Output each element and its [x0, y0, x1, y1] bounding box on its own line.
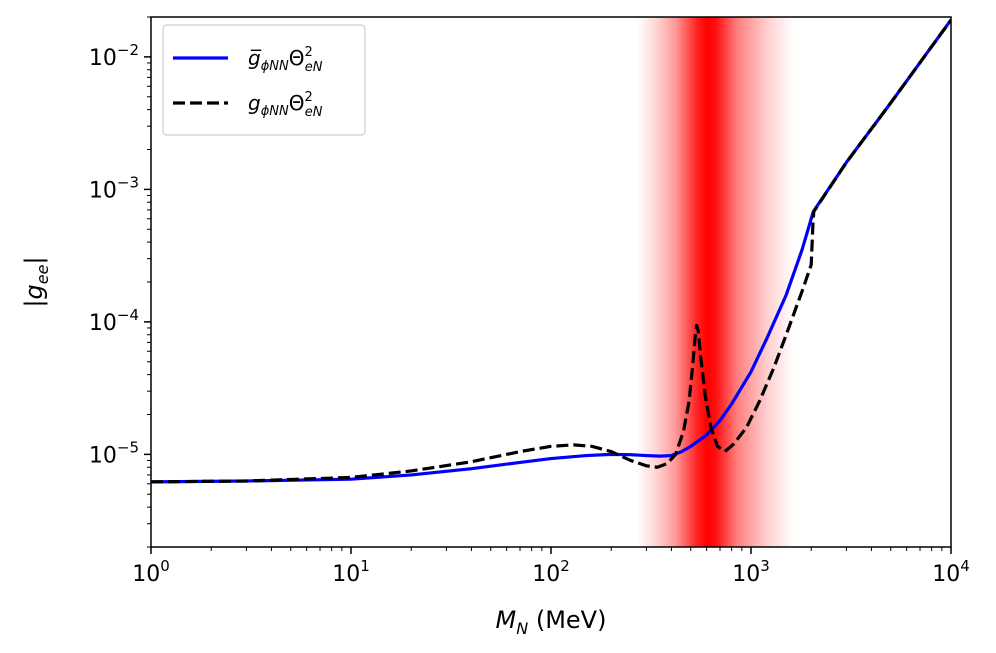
- series-line-2: [151, 19, 951, 484]
- x-tick-label: 101: [332, 557, 370, 587]
- y-axis-ticks: 10−5 10−4 10−3 10−2: [89, 16, 151, 548]
- series-layer: [151, 19, 951, 484]
- legend-label-2: gϕNNΘ2 eN: [248, 90, 323, 120]
- y-tick-label: 10−3: [89, 173, 139, 203]
- legend-box: [162, 24, 366, 136]
- y-axis-label: |gee|: [20, 256, 52, 307]
- legend-label-1: g̅ϕNNΘ2 eN: [248, 45, 323, 75]
- y-tick-label: 10−5: [89, 438, 139, 468]
- x-tick-label: 104: [932, 557, 970, 587]
- x-tick-label: 100: [132, 557, 170, 587]
- y-tick-label: 10−2: [89, 41, 139, 71]
- band-rect: [637, 17, 795, 547]
- x-tick-label: 102: [532, 557, 570, 587]
- x-tick-label: 103: [732, 557, 770, 587]
- y-tick-label: 10−4: [89, 306, 139, 336]
- x-axis-label: MN (MeV): [496, 606, 607, 638]
- highlight-band: [637, 17, 795, 547]
- x-axis-ticks: 100 101 102 103 104: [132, 547, 970, 587]
- legend: g̅ϕNNΘ2 eN gϕNNΘ2 eN: [162, 24, 366, 136]
